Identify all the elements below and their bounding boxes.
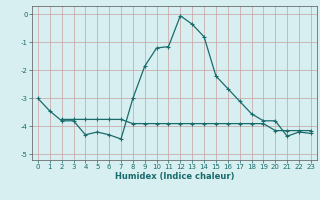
- X-axis label: Humidex (Indice chaleur): Humidex (Indice chaleur): [115, 172, 234, 181]
